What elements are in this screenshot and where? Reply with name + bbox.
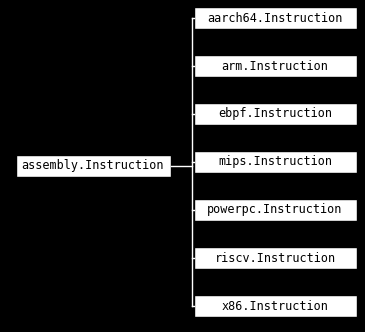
Text: powerpc.Instruction: powerpc.Instruction: [207, 204, 343, 216]
Text: mips.Instruction: mips.Instruction: [218, 155, 332, 169]
FancyBboxPatch shape: [15, 155, 170, 177]
FancyBboxPatch shape: [193, 55, 357, 77]
FancyBboxPatch shape: [193, 247, 357, 269]
FancyBboxPatch shape: [193, 151, 357, 173]
FancyBboxPatch shape: [193, 103, 357, 125]
Text: x86.Instruction: x86.Instruction: [222, 299, 328, 312]
FancyBboxPatch shape: [193, 295, 357, 317]
Text: ebpf.Instruction: ebpf.Instruction: [218, 108, 332, 121]
Text: arm.Instruction: arm.Instruction: [222, 59, 328, 72]
FancyBboxPatch shape: [193, 199, 357, 221]
FancyBboxPatch shape: [193, 7, 357, 29]
Text: assembly.Instruction: assembly.Instruction: [22, 159, 164, 173]
Text: riscv.Instruction: riscv.Instruction: [215, 252, 335, 265]
Text: aarch64.Instruction: aarch64.Instruction: [207, 12, 343, 25]
